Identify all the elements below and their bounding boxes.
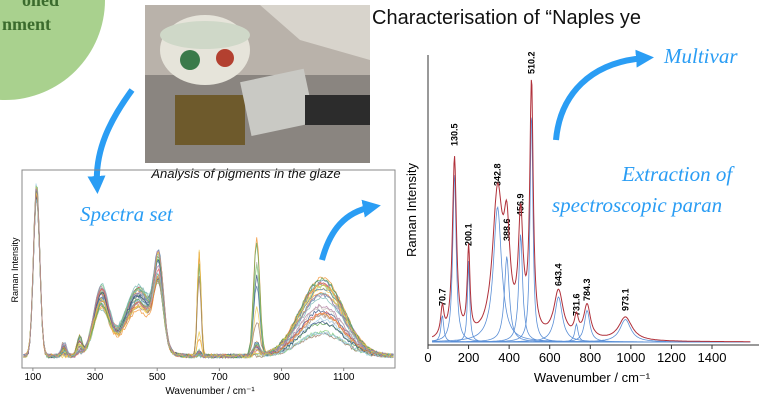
fit-line (431, 79, 751, 343)
x-tick-label: 800 (579, 350, 601, 365)
component-peak (432, 117, 751, 343)
photo (145, 5, 370, 163)
spectrum-line (23, 188, 394, 359)
x-tick-label: 1100 (333, 372, 355, 383)
photo-caption: Analysis of pigments in the glaze (150, 166, 340, 181)
badge-text: olled (22, 0, 59, 10)
y-axis-label: Raman Intensity (404, 163, 419, 257)
x-axis-label: Wavenumber / cm⁻¹ (534, 370, 651, 385)
peak-label: 70.7 (437, 288, 447, 306)
x-tick-label: 300 (87, 372, 104, 383)
x-tick-label: 1200 (657, 350, 686, 365)
extraction-label: Extraction of (621, 162, 735, 186)
badge-text: nment (2, 14, 51, 34)
peak-label: 388.6 (502, 218, 512, 241)
multivariate-label: Multivar (663, 44, 738, 68)
x-tick-label: 0 (424, 350, 431, 365)
peak-label: 643.4 (554, 263, 564, 286)
peak-label: 510.2 (526, 51, 536, 74)
x-axis-label: Wavenumber / cm⁻¹ (165, 386, 255, 397)
x-tick-label: 900 (273, 372, 290, 383)
plot-frame (21, 169, 396, 369)
peak-label: 130.5 (449, 123, 459, 146)
component-peak (432, 309, 751, 343)
peak-label: 784.3 (582, 278, 592, 301)
x-tick-label: 100 (25, 372, 42, 383)
x-tick-label: 1000 (616, 350, 645, 365)
peak-label: 200.1 (464, 223, 474, 246)
x-tick-label: 700 (211, 372, 228, 383)
spectra-label: Spectra set (80, 202, 174, 226)
x-tick-label: 1400 (698, 350, 727, 365)
arrow (319, 199, 381, 261)
arrow (87, 88, 135, 194)
peak-label: 342.8 (493, 163, 503, 186)
peak-label: 973.1 (620, 288, 630, 311)
x-tick-label: 200 (458, 350, 480, 365)
extraction-label: spectroscopic paran (552, 193, 722, 217)
x-tick-label: 600 (539, 350, 561, 365)
slide-title: Characterisation of “Naples ye (372, 7, 641, 29)
badge-circle (0, 0, 105, 100)
x-tick-label: 500 (149, 372, 166, 383)
peak-label: 731.6 (571, 293, 581, 316)
y-axis-label: Raman Intensity (10, 237, 20, 303)
arrow (553, 49, 654, 141)
x-tick-label: 400 (498, 350, 520, 365)
